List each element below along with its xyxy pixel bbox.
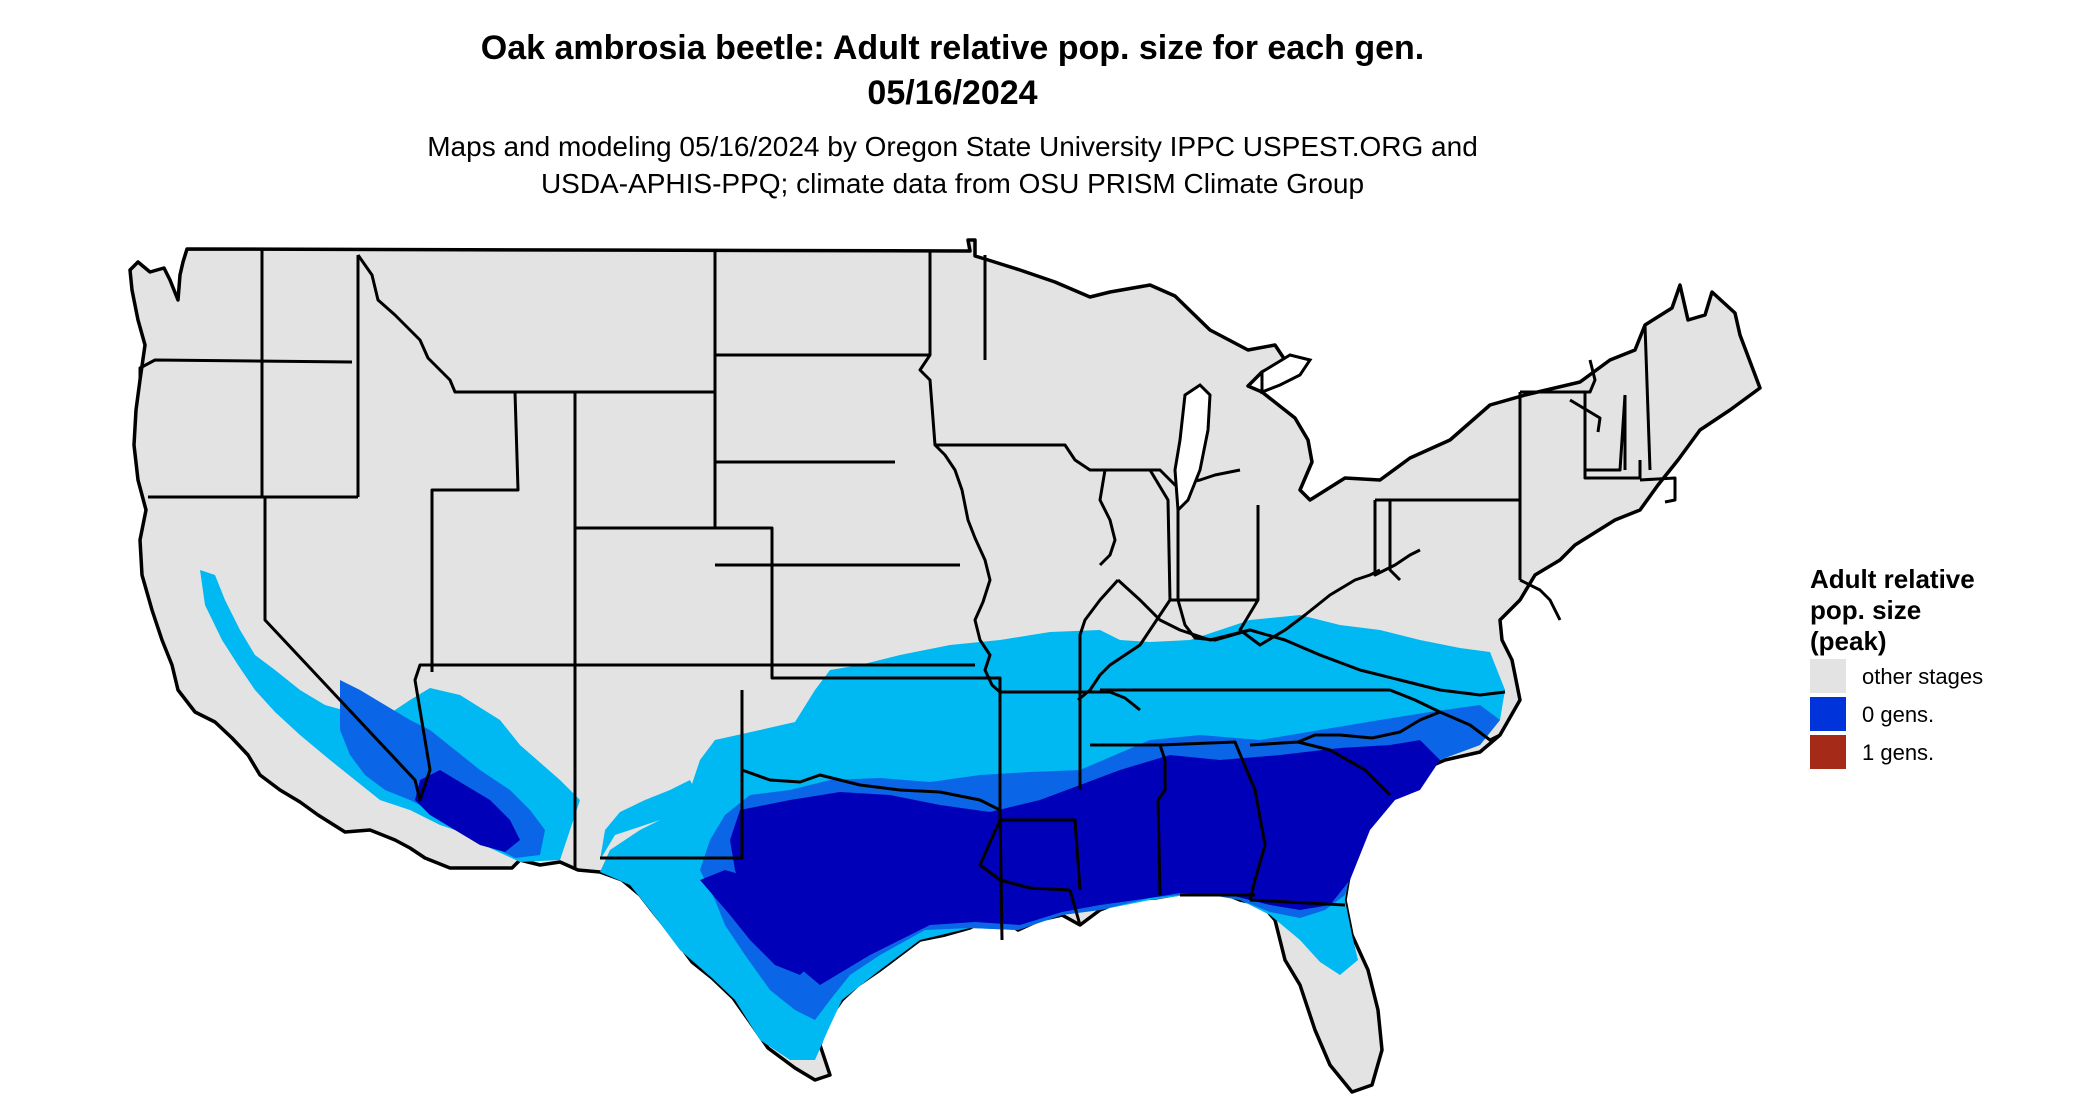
legend: Adult relative pop. size (peak) other st… xyxy=(1810,564,2070,771)
legend-title-line1: Adult relative xyxy=(1810,564,1975,594)
legend-swatch-0-gens xyxy=(1810,697,1846,731)
legend-label-other-stages: other stages xyxy=(1862,664,1984,689)
legend-item-other-stages: other stages xyxy=(1810,659,2070,695)
legend-item-0-gens: 0 gens. xyxy=(1810,697,2070,733)
legend-swatch-other-stages xyxy=(1810,659,1846,693)
legend-item-1-gens: 1 gens. xyxy=(1810,735,2070,771)
map-subtitle-line2: USDA-APHIS-PPQ; climate data from OSU PR… xyxy=(540,168,1365,199)
lake-michigan xyxy=(1173,383,1212,514)
zone-dark-blue xyxy=(730,740,1440,985)
map-subtitle-line1: Maps and modeling 05/16/2024 by Oregon S… xyxy=(427,131,1478,162)
legend-title: Adult relative pop. size (peak) xyxy=(1810,564,2070,657)
lake-erie-gap xyxy=(1260,353,1313,395)
legend-label-1-gens: 1 gens. xyxy=(1862,740,1935,765)
legend-label-0-gens: 0 gens. xyxy=(1862,702,1935,727)
map-subtitle: Maps and modeling 05/16/2024 by Oregon S… xyxy=(0,128,1905,202)
legend-swatch-1-gens xyxy=(1810,735,1846,769)
legend-title-line2: pop. size xyxy=(1810,595,1922,625)
zone-dark-blue-tx xyxy=(700,870,815,975)
map-title-date: 05/16/2024 xyxy=(867,74,1038,112)
zone-light-blue-nm xyxy=(600,780,700,860)
map-title-line1: Oak ambrosia beetle: Adult relative pop.… xyxy=(480,29,1425,67)
state-borders xyxy=(138,248,1677,941)
map-title: Oak ambrosia beetle: Adult relative pop.… xyxy=(0,26,1905,116)
legend-title-line3: (peak) xyxy=(1810,626,1887,656)
zone-dark-blue-az xyxy=(415,770,520,852)
